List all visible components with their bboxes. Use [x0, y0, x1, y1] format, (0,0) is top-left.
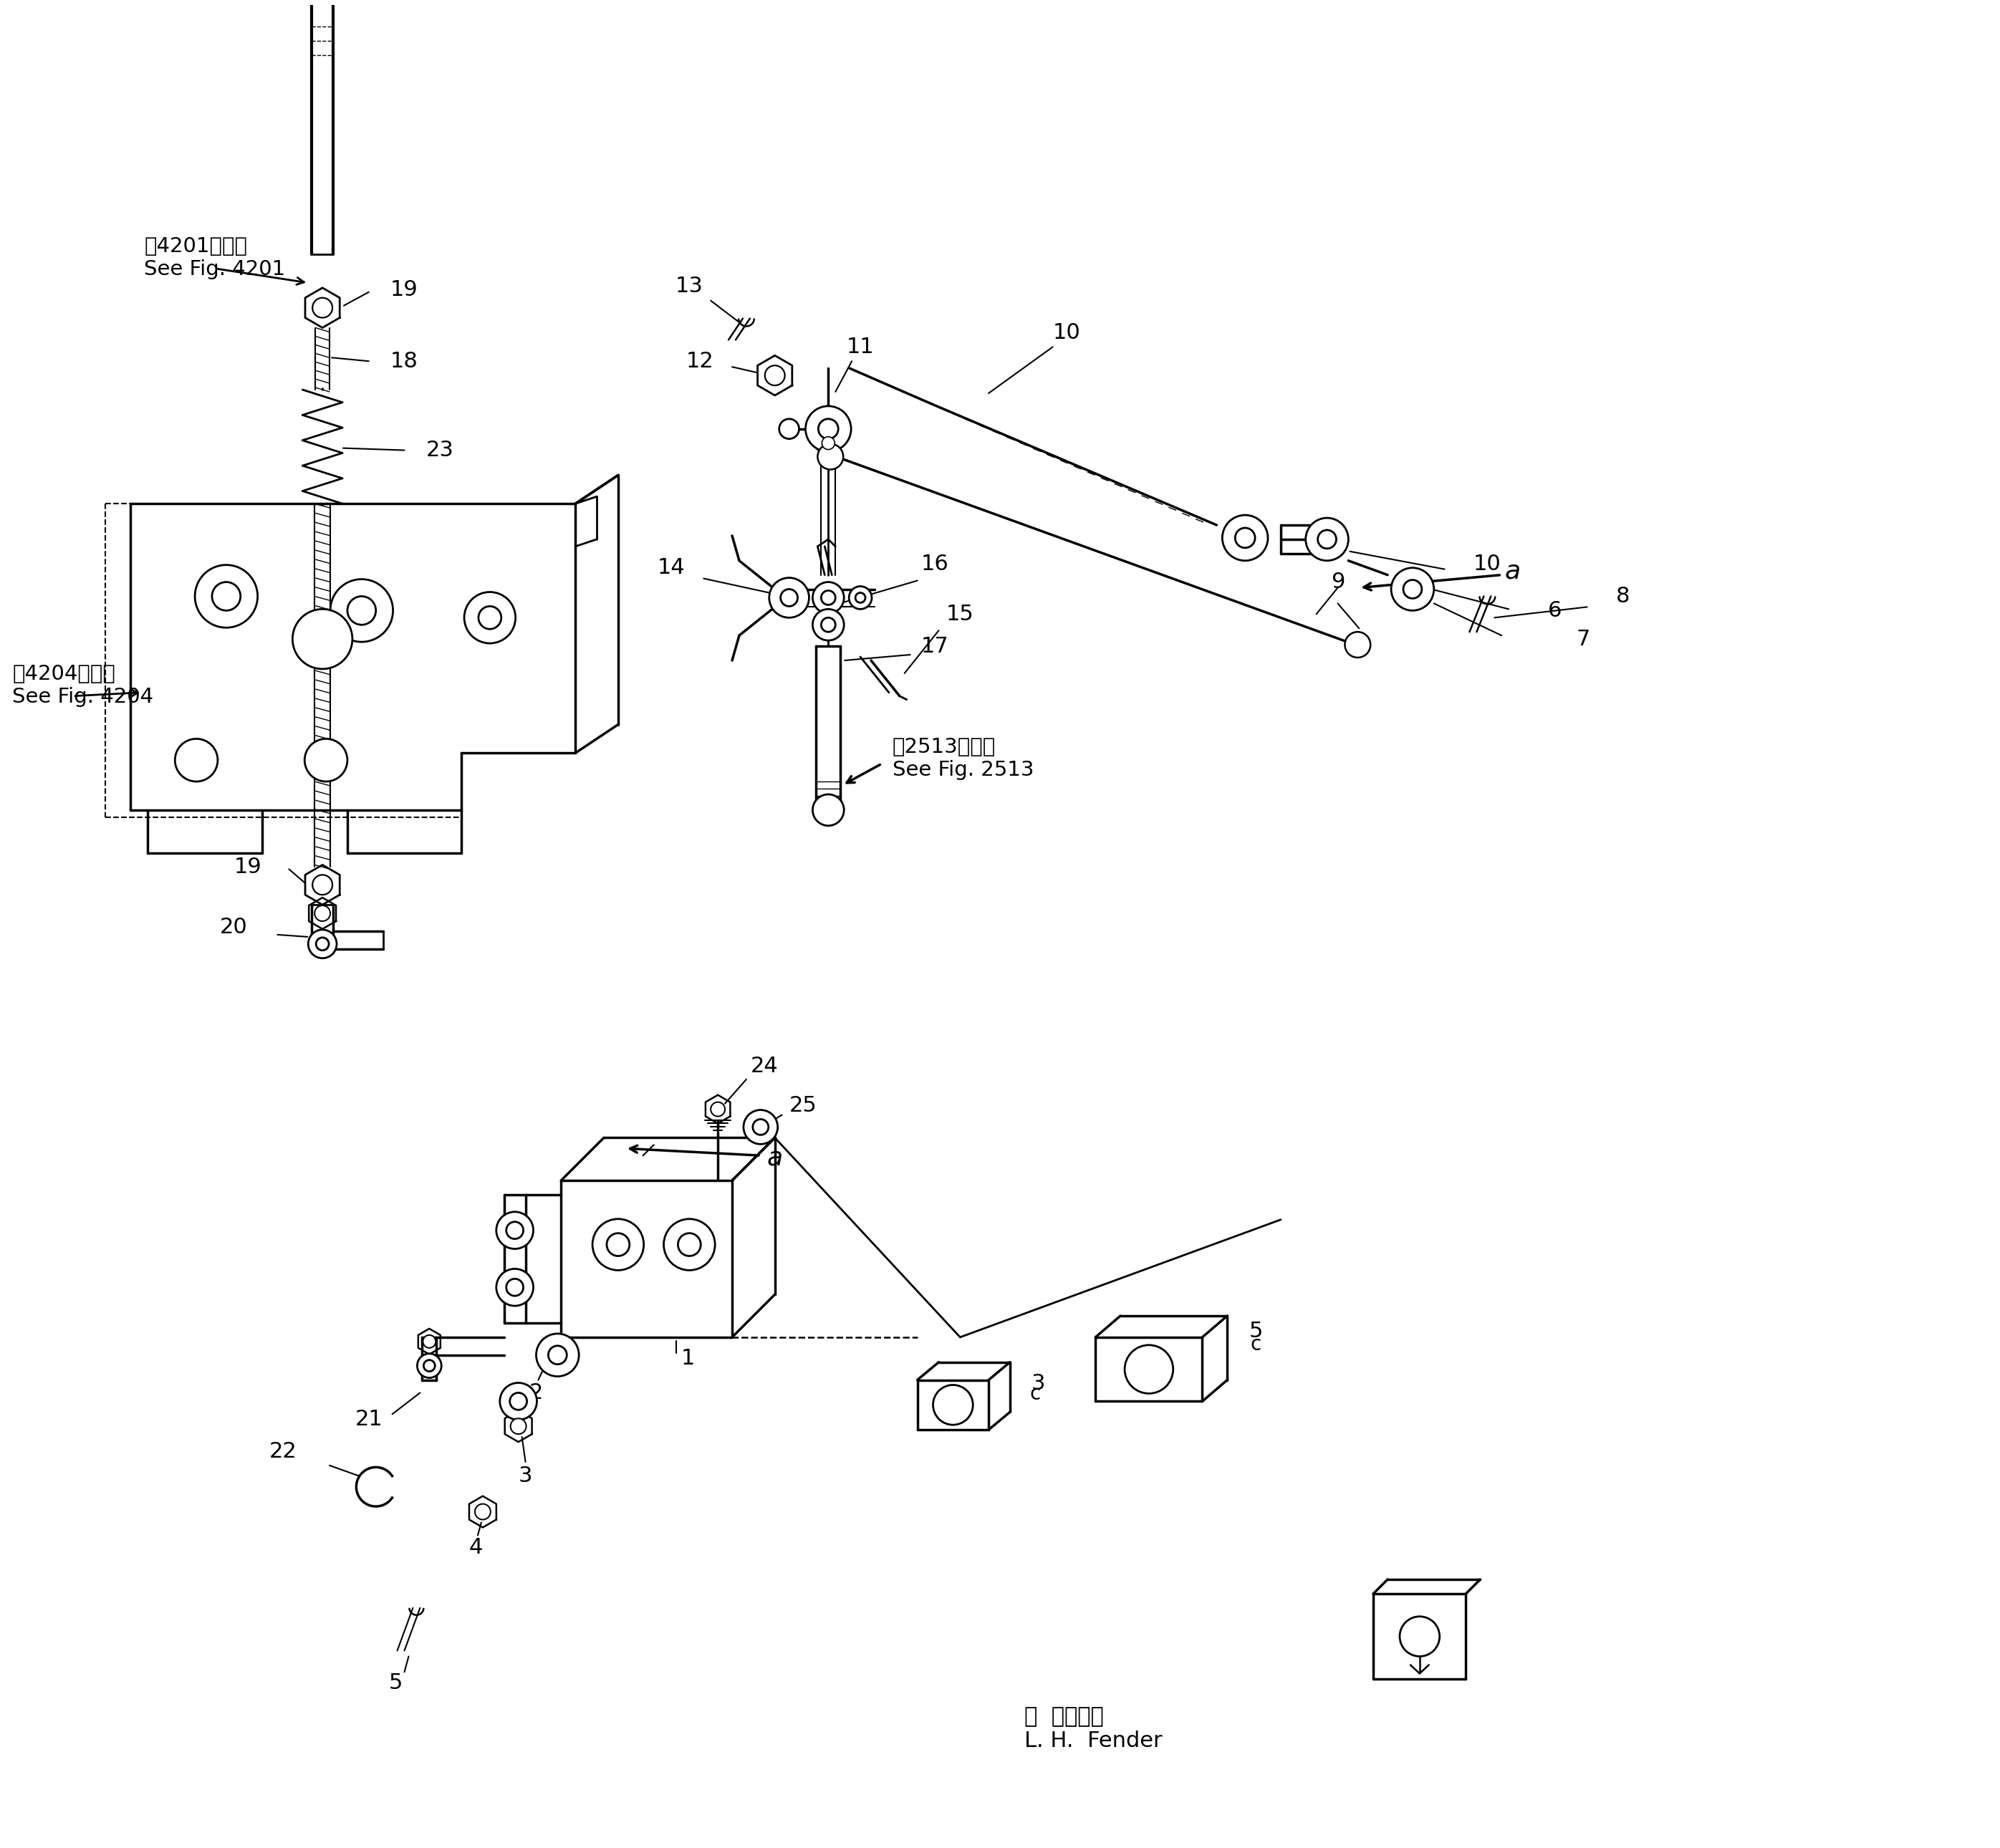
Circle shape	[292, 610, 352, 669]
Text: 24: 24	[750, 1055, 778, 1077]
Circle shape	[1306, 517, 1348, 560]
Circle shape	[548, 1345, 566, 1364]
Circle shape	[536, 1334, 578, 1377]
Text: 7: 7	[1576, 628, 1590, 649]
Circle shape	[314, 906, 330, 920]
Circle shape	[822, 591, 836, 604]
Text: 3: 3	[518, 1465, 532, 1486]
Circle shape	[474, 1504, 490, 1519]
Circle shape	[1236, 529, 1256, 547]
Text: 19: 19	[234, 857, 262, 878]
Circle shape	[304, 739, 348, 782]
Circle shape	[856, 593, 866, 602]
Circle shape	[496, 1212, 534, 1249]
Text: 第4204図参照
See Fig. 4204: 第4204図参照 See Fig. 4204	[12, 663, 154, 708]
Circle shape	[424, 1360, 436, 1371]
Circle shape	[312, 874, 332, 894]
Circle shape	[316, 937, 328, 950]
Circle shape	[506, 1222, 524, 1238]
Text: a: a	[766, 1146, 782, 1170]
Text: 第2513図参照
See Fig. 2513: 第2513図参照 See Fig. 2513	[892, 737, 1034, 780]
Text: 13: 13	[676, 275, 704, 298]
Circle shape	[1404, 580, 1422, 599]
Text: 6: 6	[1548, 601, 1562, 621]
Circle shape	[478, 606, 502, 628]
Circle shape	[710, 1101, 724, 1116]
Circle shape	[510, 1419, 526, 1434]
Text: c: c	[1250, 1334, 1262, 1355]
Circle shape	[174, 739, 218, 782]
Text: 第4201図参照
See Fig. 4201: 第4201図参照 See Fig. 4201	[144, 237, 286, 279]
Circle shape	[806, 407, 852, 451]
Text: 5: 5	[388, 1672, 402, 1693]
Circle shape	[752, 1120, 768, 1135]
Text: 5: 5	[1248, 1321, 1262, 1342]
Circle shape	[1400, 1617, 1440, 1656]
Circle shape	[1124, 1345, 1174, 1393]
Circle shape	[1222, 516, 1268, 560]
Text: 9: 9	[1330, 571, 1344, 593]
Text: 3: 3	[1032, 1373, 1046, 1393]
Text: 23: 23	[426, 440, 454, 460]
Text: 22: 22	[270, 1441, 298, 1462]
Text: 14: 14	[658, 558, 686, 578]
Circle shape	[422, 1334, 436, 1347]
Circle shape	[606, 1233, 630, 1257]
Circle shape	[818, 444, 844, 469]
Text: 2: 2	[530, 1382, 544, 1403]
Text: 左  フェンダ
L. H.  Fender: 左 フェンダ L. H. Fender	[1024, 1706, 1162, 1752]
Circle shape	[312, 298, 332, 318]
Circle shape	[764, 366, 784, 386]
Circle shape	[506, 1279, 524, 1295]
Circle shape	[664, 1220, 716, 1270]
Circle shape	[812, 795, 844, 826]
Text: 11: 11	[846, 336, 874, 357]
Text: 4: 4	[468, 1538, 482, 1558]
Text: 16: 16	[922, 554, 950, 575]
Circle shape	[510, 1393, 526, 1410]
Circle shape	[1344, 632, 1370, 658]
Circle shape	[464, 591, 516, 643]
Text: 20: 20	[220, 917, 248, 939]
Text: c: c	[1030, 1384, 1040, 1404]
Circle shape	[780, 419, 800, 438]
Text: 10: 10	[1054, 322, 1080, 344]
Text: 21: 21	[354, 1408, 382, 1430]
Circle shape	[500, 1382, 536, 1419]
Circle shape	[308, 930, 336, 959]
Circle shape	[812, 610, 844, 641]
Circle shape	[678, 1233, 700, 1257]
Text: 1: 1	[680, 1349, 694, 1369]
Circle shape	[1392, 567, 1434, 610]
Text: 12: 12	[686, 351, 714, 371]
Text: a: a	[1504, 560, 1520, 584]
Circle shape	[780, 590, 798, 606]
Circle shape	[770, 578, 810, 617]
Circle shape	[848, 586, 872, 610]
Text: 10: 10	[1474, 554, 1502, 575]
Circle shape	[592, 1220, 644, 1270]
Circle shape	[934, 1384, 972, 1425]
Text: 25: 25	[790, 1096, 818, 1116]
Circle shape	[822, 617, 836, 632]
Circle shape	[1318, 530, 1336, 549]
Text: 18: 18	[390, 351, 418, 371]
Circle shape	[212, 582, 240, 610]
Circle shape	[330, 578, 392, 641]
Circle shape	[348, 597, 376, 625]
Text: 8: 8	[1616, 586, 1630, 606]
Circle shape	[822, 436, 834, 449]
Circle shape	[418, 1353, 442, 1379]
Text: 19: 19	[390, 279, 418, 301]
Circle shape	[818, 419, 838, 438]
Circle shape	[812, 582, 844, 614]
Circle shape	[194, 565, 258, 628]
Circle shape	[744, 1111, 778, 1144]
Circle shape	[496, 1270, 534, 1307]
Text: 15: 15	[946, 604, 974, 625]
Text: 17: 17	[922, 636, 950, 656]
